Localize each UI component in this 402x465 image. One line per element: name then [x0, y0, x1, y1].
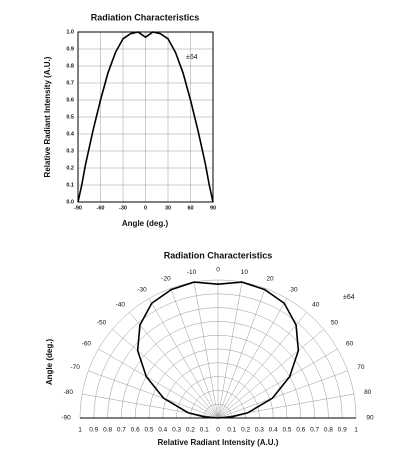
- grid-spoke: [129, 312, 219, 419]
- y-tick-label: 0.5: [66, 114, 74, 120]
- r-tick-label: 0.6: [131, 427, 140, 434]
- curve: [77, 31, 214, 203]
- r-tick-label: 0.4: [158, 427, 167, 434]
- theta-tick-label: 20: [266, 276, 274, 283]
- y-axis-label: Relative Radiant Intensity (A.U.): [43, 56, 52, 177]
- x-tick-label: 60: [187, 205, 193, 211]
- y-axis-label: Angle (deg.): [45, 339, 54, 386]
- theta-tick-label: -90: [61, 415, 71, 422]
- annotation: ±64: [343, 294, 355, 301]
- chart-title: Radiation Characteristics: [164, 250, 273, 260]
- r-tick-label: 0.3: [172, 427, 181, 434]
- curve: [136, 281, 300, 419]
- theta-tick-label: -60: [82, 341, 92, 348]
- theta-tick-label: 50: [331, 320, 339, 327]
- r-tick-label: 0.5: [144, 427, 153, 434]
- grid-spoke: [217, 288, 266, 419]
- grid-spoke: [217, 282, 243, 419]
- theta-tick-label: 30: [290, 287, 298, 294]
- grid-spoke: [193, 282, 219, 419]
- grid-spoke: [170, 288, 219, 419]
- r-tick-label: 0.2: [241, 427, 250, 434]
- x-tick-label: -60: [97, 205, 105, 211]
- theta-tick-label: 10: [241, 269, 249, 276]
- plot-frame: [77, 31, 214, 203]
- r-tick-label: 0.2: [186, 427, 195, 434]
- grid-spoke: [217, 329, 324, 419]
- annotation: ±64: [186, 54, 198, 61]
- y-tick-label: 0.8: [66, 63, 74, 69]
- y-tick-label: 0.6: [66, 97, 74, 103]
- grid-spoke: [217, 298, 288, 419]
- r-tick-label: 0.9: [89, 427, 98, 434]
- grid-spoke: [217, 348, 338, 419]
- grid-spoke: [148, 298, 219, 419]
- grid-spoke: [98, 348, 219, 419]
- r-tick-label: 0.4: [269, 427, 278, 434]
- r-tick-label: 0.3: [255, 427, 264, 434]
- y-tick-label: 0.1: [66, 182, 74, 188]
- y-tick-label: 0.3: [66, 148, 74, 154]
- theta-tick-label: -10: [187, 269, 197, 276]
- r-tick-label: 0.5: [282, 427, 291, 434]
- x-tick-label: 90: [210, 205, 216, 211]
- grid-spoke: [217, 312, 307, 419]
- grid-spoke: [88, 370, 219, 419]
- theta-tick-label: -70: [70, 364, 80, 371]
- theta-tick-label: -30: [137, 287, 147, 294]
- y-tick-label: 0.9: [66, 46, 74, 52]
- y-tick-label: 0.7: [66, 80, 74, 86]
- theta-tick-label: -50: [97, 320, 107, 327]
- theta-tick-label: 70: [357, 364, 365, 371]
- r-tick-label: 1: [78, 427, 82, 434]
- r-tick-label: 0.9: [338, 427, 347, 434]
- r-tick-label: 0: [216, 427, 220, 434]
- y-tick-label: 0.4: [66, 131, 75, 137]
- r-tick-label: 0.6: [296, 427, 305, 434]
- theta-tick-label: -20: [161, 276, 171, 283]
- x-axis-label: Angle (deg.): [122, 219, 169, 228]
- r-tick-label: 1: [354, 427, 358, 434]
- r-tick-label: 0.1: [227, 427, 236, 434]
- x-tick-label: -90: [74, 205, 82, 211]
- x-tick-label: 30: [165, 205, 171, 211]
- x-tick-label: -30: [119, 205, 127, 211]
- x-tick-label: 0: [144, 205, 147, 211]
- chart-title: Radiation Characteristics: [91, 12, 200, 22]
- r-tick-label: 0.8: [103, 427, 112, 434]
- r-tick-label: 0.7: [310, 427, 319, 434]
- r-tick-label: 0.8: [324, 427, 333, 434]
- theta-tick-label: -80: [64, 389, 74, 396]
- x-axis-label: Relative Radiant Intensity (A.U.): [158, 438, 279, 447]
- theta-tick-label: 90: [366, 415, 374, 422]
- theta-tick-label: 0: [216, 267, 220, 274]
- theta-tick-label: 40: [312, 301, 320, 308]
- y-tick-label: 0.0: [66, 199, 74, 205]
- theta-tick-label: 80: [364, 389, 372, 396]
- grid-spoke: [217, 370, 348, 419]
- r-tick-label: 0.7: [117, 427, 126, 434]
- r-tick-label: 0.1: [200, 427, 209, 434]
- y-tick-label: 1.0: [66, 29, 74, 35]
- theta-tick-label: -40: [116, 301, 126, 308]
- y-tick-label: 0.2: [66, 165, 74, 171]
- theta-tick-label: 60: [346, 341, 354, 348]
- grid-spoke: [112, 329, 219, 419]
